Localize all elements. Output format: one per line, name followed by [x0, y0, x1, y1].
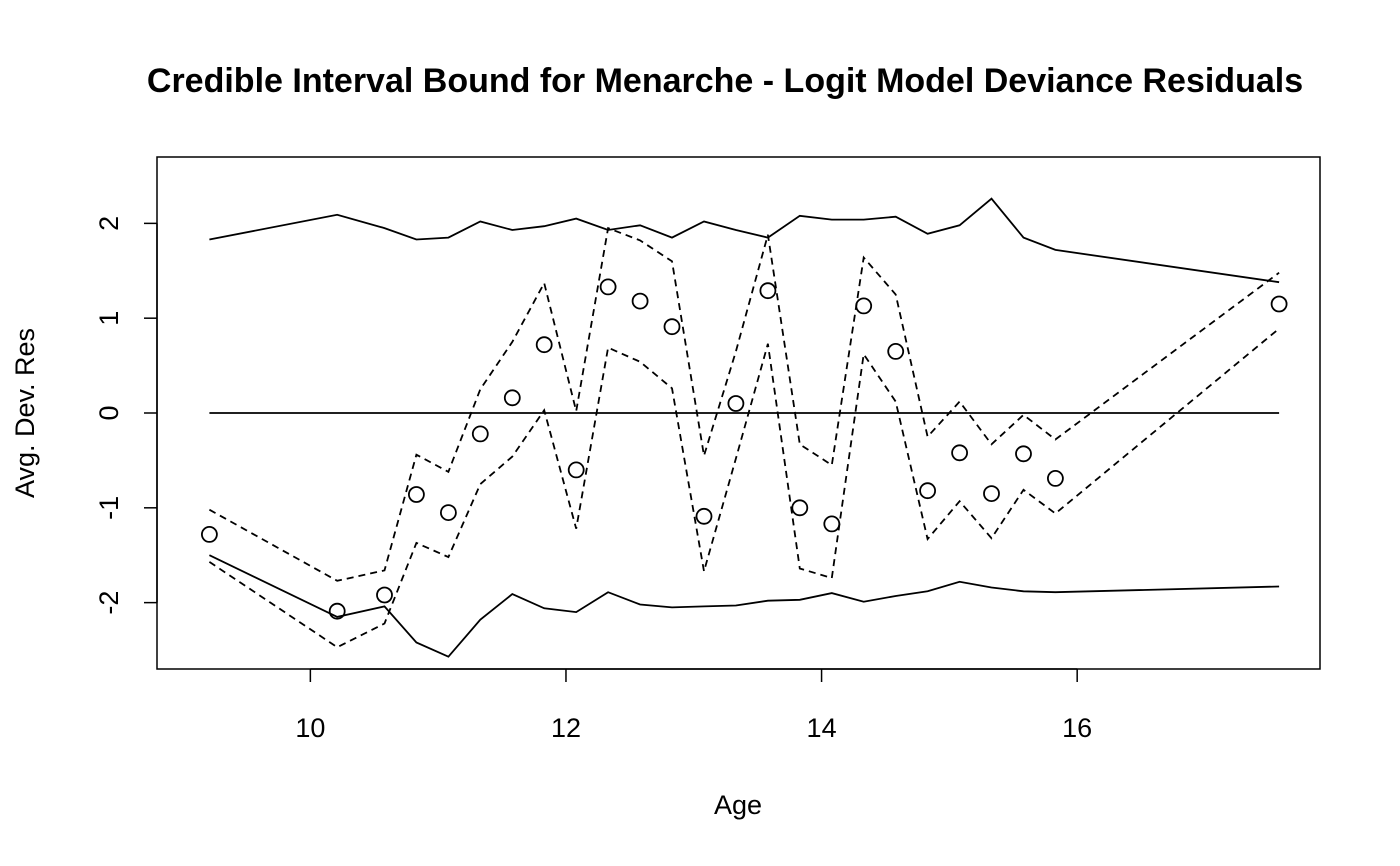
data-point [200, 526, 218, 543]
y-tick-label: 1 [94, 311, 124, 326]
data-point [887, 342, 905, 360]
data-point [503, 389, 521, 407]
x-tick-label: 10 [295, 713, 325, 743]
data-point [1015, 445, 1032, 463]
data-point [376, 586, 393, 604]
x-axis: 10 12 14 16 [295, 668, 1092, 743]
data-point [328, 602, 346, 620]
chart-title: Credible Interval Bound for Menarche - L… [147, 62, 1303, 100]
data-point [919, 482, 936, 500]
data-point [631, 292, 649, 310]
x-tick-label: 12 [551, 713, 581, 743]
lower-credible-bound-line [208, 327, 1280, 649]
upper-reference-bound-line [209, 197, 1280, 284]
x-axis-label: Age [714, 790, 762, 820]
x-tick-label: 14 [807, 713, 837, 743]
data-point [823, 515, 841, 533]
data-point [855, 297, 873, 315]
points-layer [200, 278, 1288, 620]
data-point [1047, 469, 1064, 487]
x-tick-label: 16 [1062, 713, 1092, 743]
data-point [535, 336, 553, 354]
data-point [407, 486, 425, 503]
y-axis-label: Avg. Dev. Res [10, 328, 40, 498]
data-point [599, 278, 617, 296]
data-point [951, 444, 968, 462]
data-point [727, 395, 745, 412]
data-point [439, 504, 457, 521]
y-tick-label: 0 [94, 405, 124, 420]
y-tick-label: -1 [94, 496, 124, 520]
y-tick-label: 2 [94, 216, 124, 231]
y-tick-label: -2 [94, 591, 124, 615]
data-point [983, 485, 1000, 503]
y-axis: -2 -1 0 1 2 [94, 216, 158, 615]
data-point [663, 318, 681, 336]
data-point [791, 499, 809, 517]
data-point [471, 425, 489, 443]
data-point [1270, 295, 1288, 313]
data-point [759, 282, 777, 300]
upper-credible-bound-line [208, 226, 1280, 582]
lower-reference-bound-line [209, 554, 1280, 658]
data-point [567, 461, 585, 479]
series-layer [208, 197, 1280, 658]
data-point [695, 507, 713, 525]
